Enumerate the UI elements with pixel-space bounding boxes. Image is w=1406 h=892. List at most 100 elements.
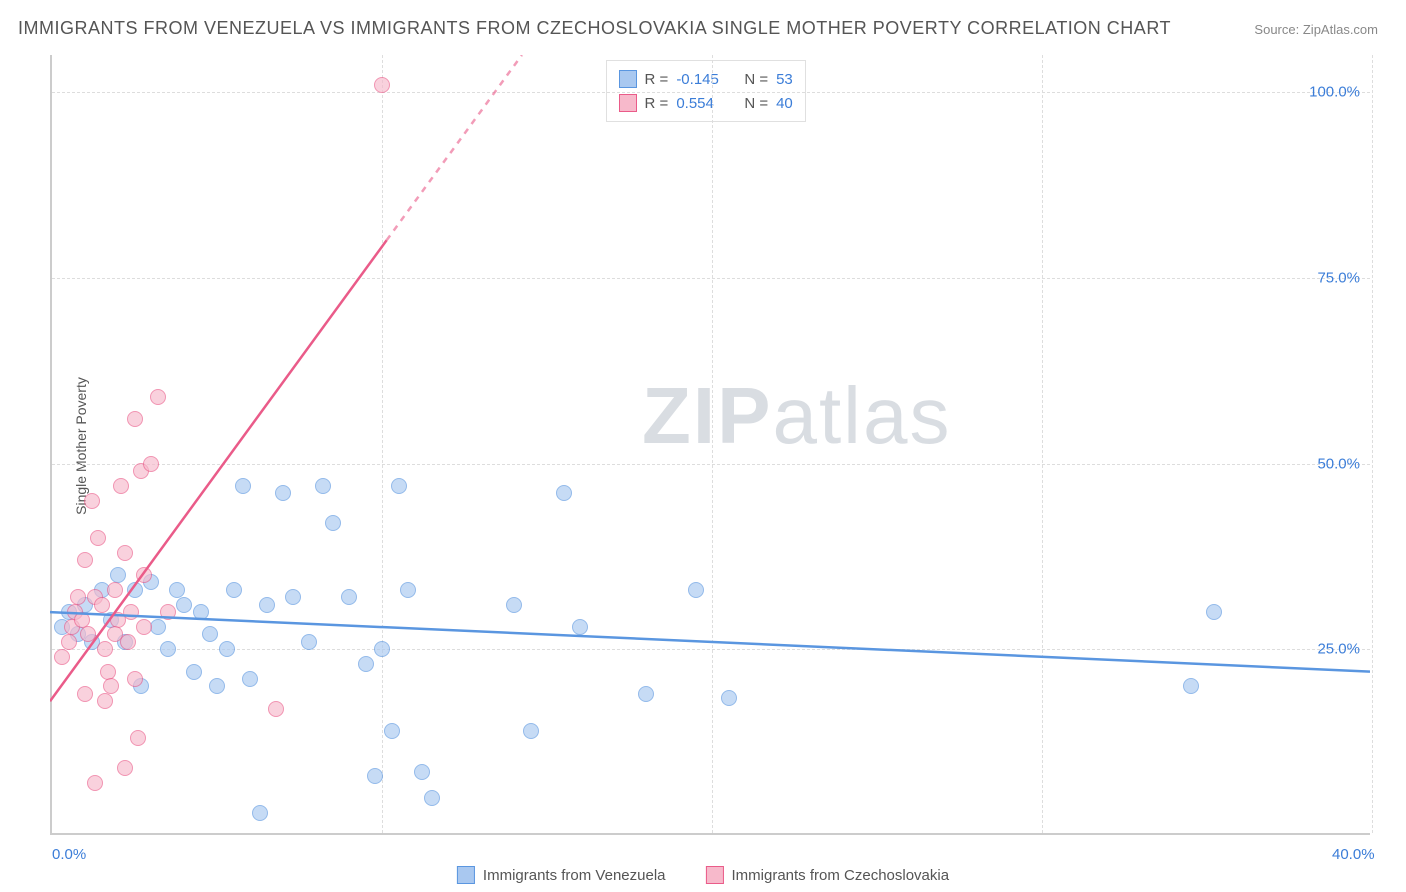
data-point — [136, 619, 152, 635]
data-point — [252, 805, 268, 821]
data-point — [341, 589, 357, 605]
data-point — [169, 582, 185, 598]
data-point — [235, 478, 251, 494]
data-point — [202, 626, 218, 642]
source-label: Source: — [1254, 22, 1299, 37]
data-point — [117, 760, 133, 776]
data-point — [107, 582, 123, 598]
data-point — [80, 626, 96, 642]
data-point — [688, 582, 704, 598]
data-point — [160, 641, 176, 657]
swatch-czechoslovakia — [706, 866, 724, 884]
data-point — [97, 641, 113, 657]
data-point — [74, 612, 90, 628]
data-point — [143, 456, 159, 472]
data-point — [506, 597, 522, 613]
data-point — [90, 530, 106, 546]
data-point — [209, 678, 225, 694]
x-tick-label: 40.0% — [1332, 846, 1375, 863]
grid-line-horizontal — [52, 92, 1370, 93]
legend-label-venezuela: Immigrants from Venezuela — [483, 867, 666, 884]
data-point — [150, 389, 166, 405]
data-point — [107, 626, 123, 642]
data-point — [268, 701, 284, 717]
legend-swatch — [619, 70, 637, 88]
data-point — [1183, 678, 1199, 694]
data-point — [400, 582, 416, 598]
grid-line-vertical — [712, 55, 713, 833]
data-point — [226, 582, 242, 598]
data-point — [77, 686, 93, 702]
data-point — [301, 634, 317, 650]
data-point — [1206, 604, 1222, 620]
plot-area: ZIPatlas R =-0.145N =53R =0.554N =40 25.… — [50, 55, 1370, 835]
y-tick-label: 100.0% — [1309, 84, 1360, 101]
data-point — [391, 478, 407, 494]
grid-line-horizontal — [52, 464, 1370, 465]
data-point — [315, 478, 331, 494]
source-link[interactable]: ZipAtlas.com — [1303, 22, 1378, 37]
data-point — [176, 597, 192, 613]
data-point — [77, 552, 93, 568]
legend-item-czechoslovakia: Immigrants from Czechoslovakia — [706, 866, 950, 884]
data-point — [556, 485, 572, 501]
swatch-venezuela — [457, 866, 475, 884]
data-point — [127, 582, 143, 598]
data-point — [424, 790, 440, 806]
data-point — [374, 77, 390, 93]
n-value: 53 — [776, 71, 793, 88]
grid-line-vertical — [382, 55, 383, 833]
data-point — [638, 686, 654, 702]
data-point — [113, 478, 129, 494]
data-point — [84, 493, 100, 509]
data-point — [130, 730, 146, 746]
source-credit: Source: ZipAtlas.com — [1254, 22, 1378, 37]
data-point — [219, 641, 235, 657]
watermark-zip: ZIP — [642, 371, 772, 460]
legend-label-czechoslovakia: Immigrants from Czechoslovakia — [732, 867, 950, 884]
data-point — [367, 768, 383, 784]
n-value: 40 — [776, 95, 793, 112]
grid-line-vertical — [1042, 55, 1043, 833]
x-tick-label: 0.0% — [52, 846, 86, 863]
data-point — [358, 656, 374, 672]
data-point — [325, 515, 341, 531]
data-point — [259, 597, 275, 613]
legend-swatch — [619, 94, 637, 112]
data-point — [384, 723, 400, 739]
grid-line-horizontal — [52, 278, 1370, 279]
r-value: 0.554 — [676, 95, 736, 112]
data-point — [70, 589, 86, 605]
data-point — [374, 641, 390, 657]
series-legend: Immigrants from Venezuela Immigrants fro… — [457, 866, 949, 884]
n-label: N = — [744, 95, 768, 112]
data-point — [127, 411, 143, 427]
data-point — [100, 664, 116, 680]
data-point — [242, 671, 258, 687]
data-point — [136, 567, 152, 583]
y-tick-label: 75.0% — [1317, 269, 1360, 286]
data-point — [87, 775, 103, 791]
data-point — [275, 485, 291, 501]
y-tick-label: 50.0% — [1317, 455, 1360, 472]
data-point — [523, 723, 539, 739]
legend-row: R = 0.554 N = 40 — [619, 91, 793, 115]
data-point — [123, 604, 139, 620]
data-point — [117, 545, 133, 561]
data-point — [414, 764, 430, 780]
r-label: R = — [645, 71, 669, 88]
data-point — [97, 693, 113, 709]
grid-line-horizontal — [52, 649, 1370, 650]
r-label: R = — [645, 95, 669, 112]
data-point — [193, 604, 209, 620]
data-point — [94, 597, 110, 613]
data-point — [721, 690, 737, 706]
data-point — [160, 604, 176, 620]
data-point — [61, 634, 77, 650]
legend-row: R =-0.145N =53 — [619, 67, 793, 91]
data-point — [186, 664, 202, 680]
legend-item-venezuela: Immigrants from Venezuela — [457, 866, 666, 884]
data-point — [103, 678, 119, 694]
y-tick-label: 25.0% — [1317, 641, 1360, 658]
grid-line-vertical — [1372, 55, 1373, 833]
